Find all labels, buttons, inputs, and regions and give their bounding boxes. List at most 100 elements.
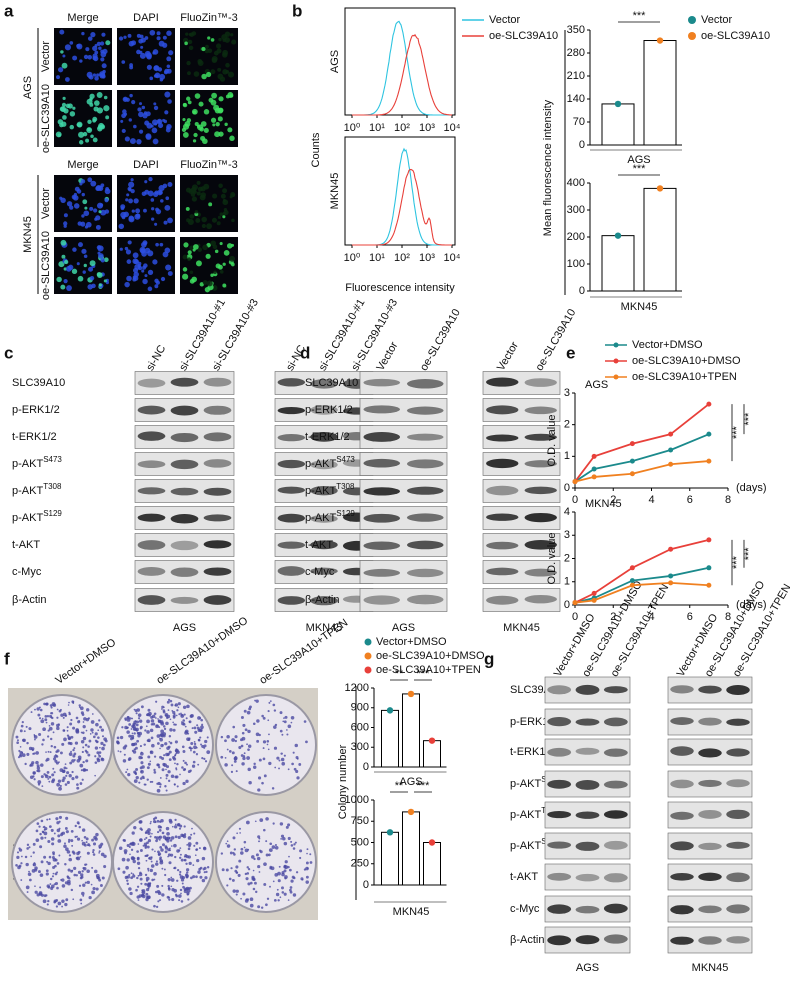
cell-dot [92,116,98,122]
colony [47,777,50,780]
colony [95,722,99,727]
protein-name: p-AKT [305,458,336,470]
colony [70,750,72,753]
significance-label: *** [743,412,755,426]
colony [180,878,185,882]
cell-dot [95,184,102,191]
colony [233,760,237,763]
protein-name: p-AKT [510,840,541,852]
cell-dot [155,280,160,285]
cell-dot [215,122,220,127]
colony [131,856,135,861]
cell-dot [229,195,233,199]
blot-band [670,872,694,881]
cell-dot [166,64,171,69]
colony [42,899,47,904]
colony [179,870,182,874]
colony [87,753,91,757]
cell-dot [143,111,148,115]
cell-dot [98,46,102,51]
colony [76,856,81,861]
colony [276,888,279,891]
bar-point [407,808,415,816]
colony [79,706,84,711]
colony [229,851,233,855]
colony [63,844,67,849]
colony [82,725,86,729]
cell-dot [197,124,204,131]
colony [155,862,159,866]
cell-dot [147,269,154,276]
colony [137,856,139,859]
protein-name: c-Myc [510,903,540,915]
colony [43,855,47,859]
colony [163,754,166,757]
cell-dot [62,115,67,120]
cell-dot [81,31,85,36]
x-tick-label: 10³ [419,252,435,264]
cell-dot [85,138,90,143]
cell-dot [92,73,97,77]
colony [133,779,138,784]
colony [147,839,152,843]
protein-label: p-AKTS129 [12,509,62,524]
bar [423,842,441,886]
colony [155,905,159,909]
series-point [668,461,674,467]
colony [295,769,299,774]
cell-dot [210,38,215,42]
colony [136,720,140,724]
colony [144,783,147,786]
bar [643,187,677,292]
colony [71,777,75,781]
blot-band [277,513,306,523]
colony [56,862,60,865]
protein-name: SLC39A10 [12,377,65,389]
colony [23,730,26,733]
bar [423,740,441,768]
colony [234,735,238,739]
colony [182,759,185,762]
cell-dot [197,60,204,66]
colony [238,859,242,863]
cell-dot [152,49,159,55]
colony [43,828,46,831]
blot-band [170,567,199,577]
colony [81,750,84,754]
colony [159,846,163,849]
colony [28,846,31,849]
colony [66,850,71,854]
protein-label: SLC39A10 [12,377,65,389]
y-tick-label: 300 [351,741,369,753]
cell-dot [97,245,104,252]
blot-band [726,779,750,788]
blot-band [277,486,306,494]
colony [67,881,71,886]
y-tick-label: 2 [564,419,570,431]
colony [66,734,70,737]
cell-dot [136,33,141,38]
colony [70,829,74,833]
colony [69,761,73,765]
colony [119,735,124,740]
plate-label: Vector+DMSO [54,636,119,687]
cell-dot [198,101,204,107]
colony [268,701,271,704]
colony [98,846,101,849]
colony [183,713,186,716]
colony [61,884,66,888]
blot-band [726,904,750,914]
blot-band [310,540,338,550]
blot-band [137,540,166,550]
colony [61,778,65,783]
cell-label: AGS [585,379,608,391]
cell-dot [148,176,153,182]
cell-dot [87,177,93,183]
colony [224,756,227,759]
colony [41,785,44,788]
colony [83,835,87,839]
cell-dot [165,196,170,201]
colony [16,855,20,860]
series-point [591,590,597,596]
protein-label: β-Actin [12,594,46,606]
